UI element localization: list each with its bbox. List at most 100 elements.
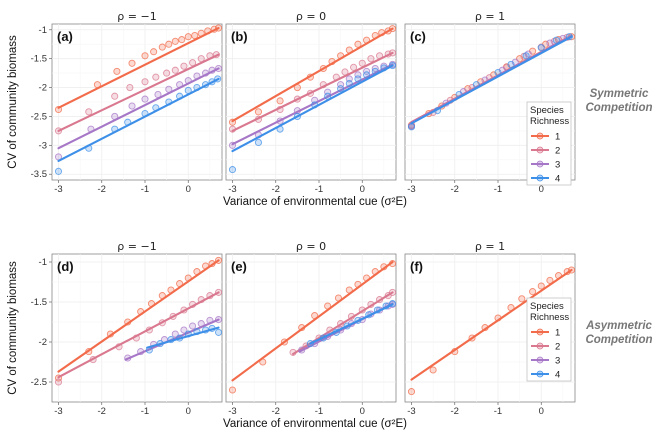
- fit-line: [231, 51, 394, 132]
- x-tick-label: -1: [494, 406, 502, 417]
- data-point: [141, 52, 149, 60]
- legend-label: 2: [555, 342, 560, 353]
- data-point: [254, 108, 262, 116]
- series-3: [54, 64, 223, 161]
- data-point: [522, 52, 530, 60]
- data-point: [128, 59, 136, 67]
- x-tick-label: 0: [539, 406, 544, 417]
- legend-label: 4: [555, 370, 560, 381]
- x-tick-label: -3: [228, 184, 236, 195]
- data-point: [152, 73, 160, 81]
- y-tick-label: -2: [39, 83, 47, 94]
- data-point: [150, 48, 158, 56]
- data-point: [228, 166, 237, 174]
- fit-line: [57, 53, 220, 132]
- x-tick-label: -2: [451, 406, 459, 417]
- gridlines: [226, 254, 396, 402]
- legend-swatch-point: [536, 342, 544, 350]
- series-4: [228, 62, 397, 174]
- legend-label: 3: [555, 356, 560, 367]
- x-tick-label: -3: [54, 406, 62, 417]
- legend-title: Species: [530, 105, 564, 116]
- x-tick-label: -2: [451, 184, 459, 195]
- side-label: Asymmetric: [585, 320, 652, 332]
- data-point: [518, 295, 526, 303]
- x-tick-label: 0: [360, 184, 365, 195]
- panel-label: (f): [410, 259, 423, 274]
- data-point: [276, 97, 284, 105]
- data-point: [429, 366, 437, 374]
- legend-label: 4: [555, 174, 560, 185]
- side-label: Competition: [585, 102, 652, 114]
- x-tick-label: -2: [98, 184, 106, 195]
- strip-title: ρ = 1: [475, 10, 505, 23]
- fit-line: [57, 291, 220, 379]
- data-point: [214, 328, 223, 336]
- legend-title: Richness: [530, 312, 569, 323]
- data-point: [345, 79, 353, 88]
- panel-label: (b): [231, 29, 248, 44]
- data-point: [191, 32, 199, 40]
- legend-swatch-point: [536, 356, 544, 364]
- legend-box: [526, 101, 572, 186]
- x-tick-label: -1: [141, 184, 149, 195]
- x-tick-label: 0: [186, 406, 191, 417]
- data-point: [158, 43, 166, 51]
- data-point: [358, 59, 366, 67]
- series-1: [228, 25, 397, 126]
- strip-title: ρ = 0: [296, 10, 326, 23]
- y-tick-label: -1.5: [31, 54, 47, 65]
- data-point: [178, 36, 186, 44]
- data-point: [228, 386, 237, 394]
- x-tick-label: -2: [272, 184, 280, 195]
- data-point: [507, 60, 515, 68]
- x-tick-label: -3: [228, 406, 236, 417]
- legend-swatch-point: [536, 174, 544, 182]
- y-tick-label: -2: [39, 337, 47, 348]
- x-tick-label: -1: [315, 184, 323, 195]
- legend-title: Species: [530, 301, 564, 312]
- strip-title: ρ = −1: [117, 240, 156, 253]
- legend-label: 1: [555, 328, 560, 339]
- side-label: Competition: [585, 334, 652, 346]
- y-tick-label: -1: [39, 257, 47, 268]
- data-point: [529, 288, 537, 296]
- strip-title: ρ = 1: [475, 240, 505, 253]
- y-tick-label: -1: [39, 25, 47, 36]
- data-point: [354, 40, 362, 48]
- data-point: [128, 102, 136, 110]
- series-2: [228, 49, 397, 133]
- series-4: [306, 300, 397, 348]
- data-point: [552, 36, 560, 44]
- legend: [526, 297, 572, 382]
- data-point: [171, 37, 179, 45]
- legend: [526, 101, 572, 186]
- fit-line: [57, 259, 220, 373]
- legend-swatch-point: [536, 146, 544, 154]
- legend-swatch-point: [536, 132, 544, 140]
- legend-label: 3: [555, 160, 560, 171]
- strip-title: ρ = 0: [296, 240, 326, 253]
- data-point: [354, 75, 362, 83]
- x-axis-label: Variance of environmental cue (σ²E): [223, 196, 407, 208]
- series-2: [54, 51, 220, 135]
- x-tick-label: 0: [360, 406, 365, 417]
- data-point: [407, 123, 416, 131]
- data-point: [165, 40, 173, 48]
- series-4: [407, 33, 573, 131]
- data-point: [537, 282, 545, 290]
- fit-line: [57, 67, 220, 150]
- data-point: [537, 44, 545, 52]
- y-tick-label: -2.5: [31, 111, 47, 122]
- data-point: [184, 33, 192, 41]
- data-point: [189, 59, 197, 67]
- x-tick-label: -1: [494, 184, 502, 195]
- x-tick-label: -3: [54, 184, 62, 195]
- series-1: [228, 260, 397, 394]
- series-4: [145, 324, 223, 354]
- data-point: [180, 62, 188, 70]
- data-point: [141, 95, 149, 103]
- fit-line: [231, 64, 394, 153]
- x-tick-label: -1: [141, 406, 149, 417]
- data-point: [546, 276, 554, 284]
